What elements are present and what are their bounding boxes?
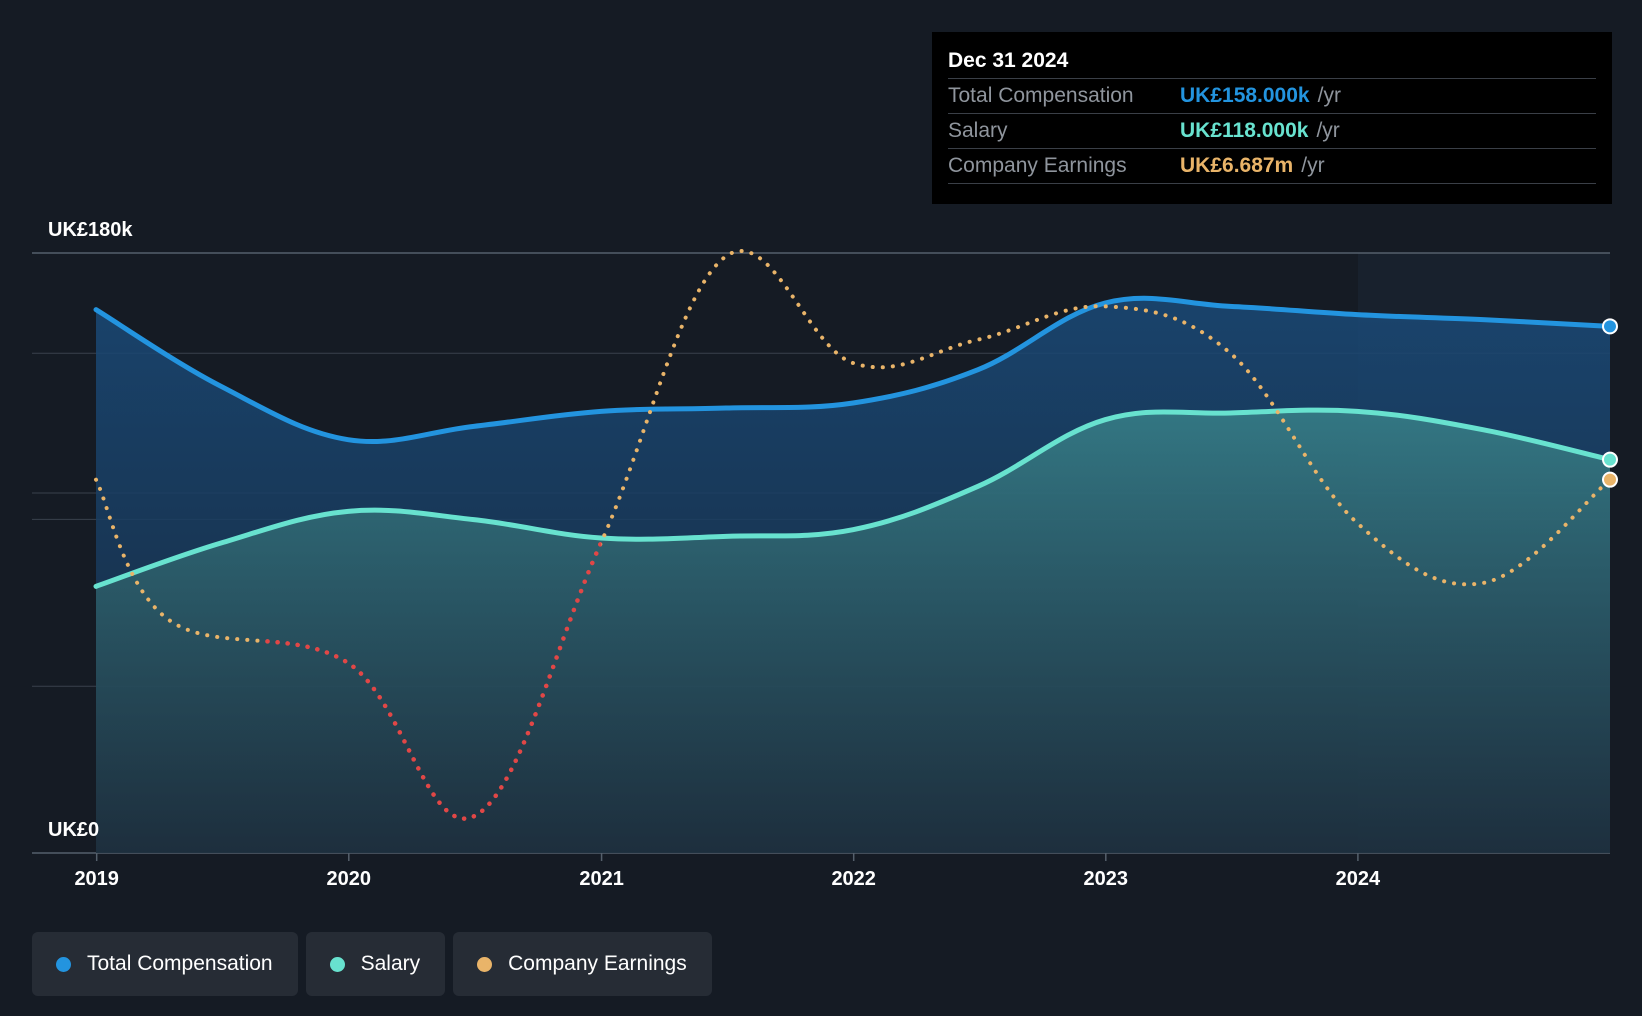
tooltip-value: UK£6.687m: [1180, 154, 1294, 177]
tooltip-row-total-compensation: Total Compensation UK£158.000k /yr: [948, 79, 1596, 114]
company-earnings-end-marker: [1602, 471, 1618, 488]
tooltip-panel: Dec 31 2024 Total Compensation UK£158.00…: [932, 32, 1612, 204]
y-axis-label-top: UK£180k: [48, 219, 133, 241]
x-tick-label-2023: 2023: [1084, 868, 1129, 890]
chart-legend: Total Compensation Salary Company Earnin…: [32, 932, 712, 996]
legend-label: Total Compensation: [87, 952, 273, 975]
x-axis-ticks: 2019 2020 2021 2022 2023 2024: [74, 853, 1381, 890]
total-compensation-line: [93, 295, 1613, 445]
legend-item-salary[interactable]: Salary: [305, 932, 446, 996]
tooltip-label: Total Compensation: [948, 84, 1134, 107]
tooltip-row-salary: Salary UK£118.000k /yr: [948, 114, 1596, 149]
x-tick-label-2024: 2024: [1336, 868, 1381, 890]
tooltip-unit: /yr: [1316, 119, 1340, 142]
series-areas: [96, 298, 1610, 853]
legend-dot-icon: [56, 956, 71, 972]
tooltip-unit: /yr: [1301, 154, 1325, 177]
salary-end-marker: [1602, 451, 1618, 468]
series-lines: [93, 249, 1613, 821]
legend-dot-icon: [477, 956, 493, 972]
tooltip-value: UK£158.000k: [1180, 84, 1310, 107]
tooltip-label: Company Earnings: [948, 154, 1127, 177]
x-tick-label-2019: 2019: [74, 868, 119, 890]
tooltip-unit: /yr: [1317, 84, 1341, 107]
x-tick-label-2020: 2020: [327, 868, 372, 890]
axis-labels: UK£180k UK£0: [48, 219, 133, 841]
legend-dot-icon: [329, 956, 345, 972]
x-tick-label-2021: 2021: [579, 868, 624, 890]
legend-item-company-earnings[interactable]: Company Earnings: [453, 932, 712, 996]
tooltip-row-company-earnings: Company Earnings UK£6.687m /yr: [948, 149, 1596, 184]
tooltip-value: UK£118.000k: [1180, 119, 1309, 142]
tooltip-label: Salary: [948, 119, 1008, 142]
total-compensation-end-marker: [1602, 318, 1618, 335]
end-markers: [1602, 318, 1618, 488]
tooltip-date: Dec 31 2024: [948, 46, 1596, 79]
x-tick-label-2022: 2022: [831, 868, 876, 890]
company-earnings-line: [94, 249, 1612, 821]
legend-label: Salary: [360, 952, 421, 975]
legend-label: Company Earnings: [508, 952, 687, 975]
y-axis-label-bottom: UK£0: [48, 819, 99, 841]
salary-line: [93, 407, 1613, 589]
legend-item-total-compensation[interactable]: Total Compensation: [32, 932, 298, 996]
